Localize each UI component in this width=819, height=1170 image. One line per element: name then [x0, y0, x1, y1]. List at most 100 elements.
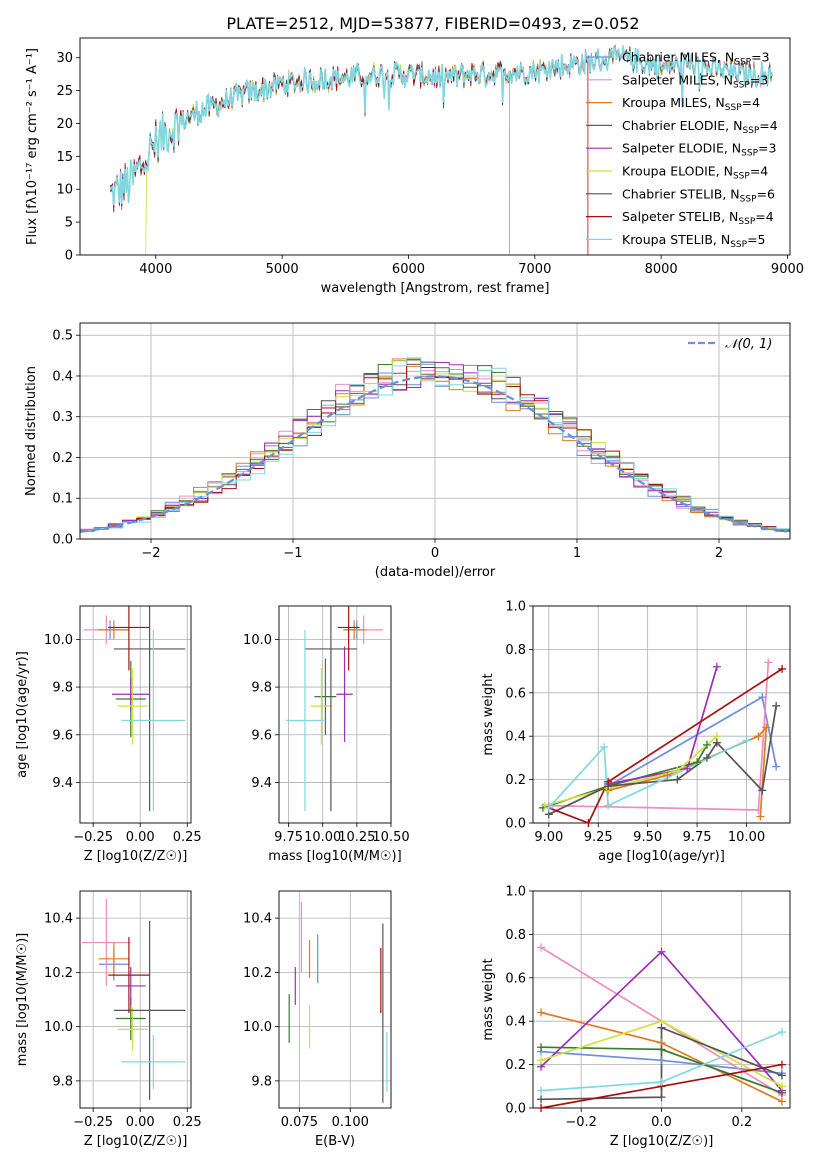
residuals-panel: −2 −1 0 1 2 0.0 0.1 0.2 0.3 0.4 0.5 (data-model)/er…	[24, 322, 791, 580]
y-tick-label: 9.6	[251, 728, 272, 743]
y-tick-label: 0.6	[505, 686, 526, 701]
weight-point-marker	[600, 743, 609, 752]
weight-point-marker	[777, 1097, 786, 1106]
y-tick-label: 0.0	[505, 817, 526, 832]
x-tick-label: 9.25	[584, 830, 613, 845]
x-tick-label: 7000	[518, 262, 551, 277]
x-tick-label: 0	[431, 546, 439, 561]
y-tick-label: 25	[56, 84, 73, 99]
x-tick-label: −0.25	[73, 1115, 113, 1130]
weight-point-marker	[657, 1077, 666, 1086]
weight-point-marker	[762, 723, 771, 732]
y-tick-label: 0.4	[505, 1015, 526, 1030]
x-tick-label: 10.00	[728, 830, 765, 845]
y-tick-label: 9.4	[251, 776, 272, 791]
weight-point-marker	[537, 1086, 546, 1095]
x-tick-label: 10.50	[372, 830, 409, 845]
weight-point-marker	[764, 658, 773, 667]
weight-point-marker	[777, 1028, 786, 1037]
x-tick-label: 9.00	[534, 830, 563, 845]
y-tick-label: 30	[56, 51, 73, 66]
spectrum-plot-area	[109, 43, 773, 255]
y-tick-label: 10.0	[44, 633, 73, 648]
axes-frame	[278, 890, 392, 1109]
y-tick-label: 0.8	[505, 643, 526, 658]
spectrum-panel: 4000 5000 6000 7000 8000 9000 0 5 10 15 20 25 30 wave…	[25, 37, 804, 296]
x-tick-label: 9.75	[683, 830, 712, 845]
x-tick-label: 8000	[645, 262, 678, 277]
axes-frame	[532, 890, 791, 1109]
y-tick-label: 10.0	[243, 633, 272, 648]
weight-point-marker	[604, 801, 613, 810]
weight-point-marker	[712, 738, 721, 747]
weight-point-marker	[604, 777, 613, 786]
spectrum-legend: Chabrier MILES, NSSP=3 Salpeter MILES, NS…	[586, 50, 778, 250]
axes-frame	[79, 605, 192, 824]
weight-point-marker	[683, 764, 692, 773]
y-tick-label: 10.4	[243, 912, 272, 927]
x-tick-label: 2	[715, 546, 723, 561]
x-tick-label: 9.50	[633, 830, 662, 845]
y-tick-label: 0.6	[505, 971, 526, 986]
x-axis-label: age [log10(age/yr)]	[598, 849, 725, 864]
y-tick-label: 10.2	[44, 966, 73, 981]
y-tick-label: 0.2	[52, 451, 73, 466]
x-tick-label: 1	[573, 546, 581, 561]
y-tick-label: 0.3	[52, 410, 73, 425]
x-tick-label: −1	[283, 546, 302, 561]
histogram-steps	[80, 359, 790, 534]
axes-frame	[532, 605, 791, 824]
histogram-steps	[80, 357, 790, 535]
y-tick-label: 5	[65, 216, 73, 231]
weight-point-marker	[754, 805, 763, 814]
weight-point-marker	[777, 1082, 786, 1091]
spectrum-series-line	[109, 64, 510, 255]
x-tick-label: 0.25	[173, 1115, 202, 1130]
legend-label: Kroupa MILES, NSSP=4	[622, 95, 760, 113]
weight-point-marker	[772, 762, 781, 771]
weight-point-marker	[537, 1056, 546, 1065]
weight-point-marker	[777, 1060, 786, 1069]
x-tick-label: 0.00	[126, 830, 155, 845]
weight-point-marker	[657, 1023, 666, 1032]
y-tick-label: 1.0	[505, 885, 526, 900]
y-tick-label: 20	[56, 117, 73, 132]
x-tick-label: 0.25	[173, 830, 202, 845]
weight-point-marker	[537, 943, 546, 952]
weight-point-marker	[756, 812, 765, 821]
page-title: PLATE=2512, MJD=53877, FIBERID=0493, z=0…	[226, 14, 639, 33]
legend-label: Kroupa STELIB, NSSP=5	[622, 232, 766, 250]
weight-point-marker	[758, 693, 767, 702]
legend-label: Kroupa ELODIE, NSSP=4	[622, 164, 768, 182]
weight-point-marker	[537, 1095, 546, 1104]
legend-label: Salpeter ELODIE, NSSP=3	[622, 141, 776, 159]
weight-point-marker	[758, 786, 767, 795]
x-tick-label: 0.100	[332, 1115, 369, 1130]
y-tick-label: 0.0	[52, 533, 73, 548]
mass_vs_Z-plot-area	[81, 899, 186, 1100]
age_vs_Z-panel: −0.25 0.00 0.25 9.4 9.6 9.8 10.0 Z [log10(Z/Z☉)…	[15, 605, 202, 864]
legend-label: 𝒩(0, 1)	[725, 337, 772, 352]
y-tick-label: 0.4	[505, 730, 526, 745]
weight-point-marker	[537, 1008, 546, 1017]
x-axis-label: mass [log10(M/M☉)]	[268, 849, 401, 864]
spectrum-series-line	[109, 46, 773, 206]
y-tick-label: 0.2	[505, 773, 526, 788]
weight-point-marker	[693, 758, 702, 767]
legend-label: Chabrier ELODIE, NSSP=4	[622, 118, 778, 136]
y-tick-label: 0.4	[52, 369, 73, 384]
y-tick-label: 9.4	[52, 776, 73, 791]
weight-point-marker	[537, 1104, 546, 1112]
mass_vs_Z-panel: −0.25 0.00 0.25 9.8 10.0 10.2 10.4 Z [log10(Z/Z…	[15, 890, 202, 1149]
weight-point-marker	[657, 1056, 666, 1065]
y-tick-label: 10.2	[243, 966, 272, 981]
y-tick-label: 10.0	[243, 1020, 272, 1035]
weight-series-line	[544, 735, 718, 807]
weight-series-line	[548, 668, 783, 823]
weight-point-marker	[657, 947, 666, 956]
age_vs_Z-plot-area	[83, 606, 186, 812]
y-axis-label: Normed distribution	[24, 366, 39, 496]
residuals-plot-area	[80, 357, 790, 535]
legend-label: Chabrier MILES, NSSP=3	[622, 50, 770, 68]
